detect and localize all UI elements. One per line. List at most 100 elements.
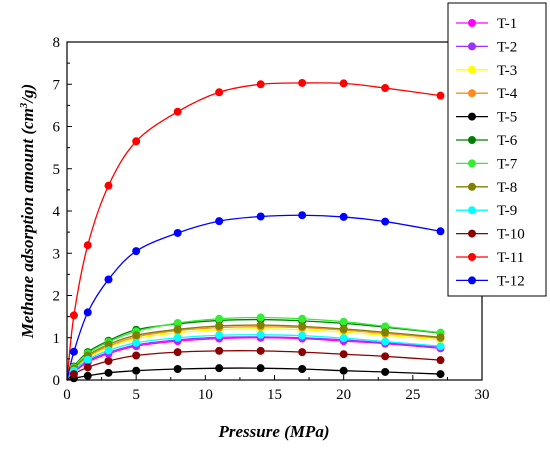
data-point-t-9 (381, 337, 390, 346)
data-point-t-10 (132, 351, 141, 360)
data-point-t-8 (436, 333, 445, 342)
x-tick-label: 20 (336, 387, 351, 403)
marker-layer (69, 78, 445, 383)
legend-label: T-10 (497, 227, 525, 243)
data-point-t-9 (256, 330, 265, 339)
legend-label: T-5 (497, 110, 517, 126)
legend-label: T-9 (497, 203, 517, 219)
data-point-t-11 (298, 78, 307, 87)
data-point-t-11 (381, 84, 390, 93)
data-point-t-5 (132, 366, 141, 375)
legend-label: T-6 (497, 133, 518, 149)
data-point-t-7 (173, 318, 182, 327)
data-point-t-5 (173, 365, 182, 374)
legend-label: T-11 (497, 250, 524, 266)
data-point-t-12 (132, 247, 141, 256)
data-point-t-8 (132, 331, 141, 340)
legend-marker (468, 19, 476, 27)
data-point-t-12 (256, 212, 265, 221)
data-point-t-12 (298, 211, 307, 220)
data-point-t-7 (298, 314, 307, 323)
y-tick-label: 6 (53, 120, 61, 136)
data-point-t-12 (381, 217, 390, 226)
data-point-t-5 (339, 366, 348, 375)
data-point-t-8 (298, 322, 307, 331)
data-point-t-10 (173, 348, 182, 357)
data-point-t-5 (215, 364, 224, 373)
x-tick-label: 10 (198, 387, 213, 403)
legend-marker (468, 182, 476, 191)
data-point-t-5 (436, 370, 445, 379)
data-point-t-10 (436, 356, 445, 365)
data-point-t-5 (298, 365, 307, 374)
legend-marker (468, 159, 476, 168)
legend-label: T-4 (497, 86, 518, 102)
legend: T-1 T-2 T-3 T-4 T-5 T-6 T-7 T-8 T-9 T-10 T-11 T-12 (456, 16, 525, 289)
legend-marker (468, 229, 476, 238)
data-point-t-8 (339, 324, 348, 333)
legend-marker (468, 136, 476, 144)
data-point-t-11 (339, 79, 348, 88)
data-point-t-8 (104, 340, 113, 349)
legend-label: T-3 (497, 63, 517, 79)
data-point-t-11 (83, 241, 92, 250)
x-tick-label: 15 (267, 387, 282, 403)
x-tick-label: 5 (132, 387, 140, 403)
data-point-t-10 (69, 370, 78, 379)
data-point-t-9 (215, 331, 224, 340)
legend-label: T-8 (497, 180, 517, 196)
data-point-t-9 (339, 334, 348, 343)
legend-marker (468, 276, 476, 285)
data-point-t-5 (104, 368, 113, 377)
data-point-t-8 (256, 321, 265, 330)
data-point-t-9 (298, 331, 307, 340)
data-point-t-12 (104, 275, 113, 284)
y-tick-label: 0 (53, 373, 61, 389)
x-axis: 0 5 10 15 20 25 30 (63, 375, 490, 403)
data-point-t-5 (83, 371, 92, 380)
data-point-t-11 (69, 311, 78, 320)
y-tick-label: 1 (53, 331, 61, 347)
x-axis-title: Pressure (MPa) (218, 422, 330, 441)
data-point-t-8 (215, 321, 224, 330)
data-point-t-9 (132, 338, 141, 347)
legend-box (447, 2, 547, 297)
data-point-t-11 (132, 137, 141, 146)
data-point-t-8 (173, 325, 182, 334)
data-point-t-12 (173, 228, 182, 237)
legend-marker (468, 253, 476, 261)
legend-label: T-2 (497, 39, 517, 55)
legend-marker (468, 206, 476, 215)
data-point-t-7 (215, 314, 224, 323)
y-axis: 0 1 2 3 4 5 6 7 8 (53, 35, 72, 389)
data-point-t-12 (339, 212, 348, 221)
y-axis-title-end: /g) (18, 84, 37, 105)
data-point-t-12 (83, 308, 92, 317)
data-point-t-11 (256, 80, 265, 89)
data-point-t-9 (173, 333, 182, 342)
x-tick-label: 0 (63, 387, 71, 403)
legend-label: T-7 (497, 156, 518, 172)
data-point-t-10 (298, 348, 307, 357)
data-point-t-12 (215, 217, 224, 226)
data-point-t-10 (339, 350, 348, 359)
data-point-t-11 (173, 107, 182, 116)
data-point-t-11 (104, 181, 113, 190)
data-point-t-9 (104, 346, 113, 355)
y-axis-title-main: Methane adsorption amount (cm (18, 108, 37, 339)
x-tick-label: 30 (475, 387, 490, 403)
data-point-t-5 (381, 367, 390, 376)
data-point-t-7 (256, 313, 265, 322)
data-point-t-11 (436, 91, 445, 100)
legend-label: T-12 (497, 273, 525, 289)
y-tick-label: 5 (53, 162, 61, 178)
y-tick-label: 8 (53, 35, 61, 51)
y-tick-label: 4 (53, 204, 61, 220)
data-point-t-12 (436, 227, 445, 236)
data-point-t-7 (339, 317, 348, 326)
y-tick-label: 7 (53, 77, 61, 93)
legend-marker (468, 112, 476, 121)
data-point-t-10 (215, 346, 224, 355)
data-point-t-10 (256, 346, 265, 355)
